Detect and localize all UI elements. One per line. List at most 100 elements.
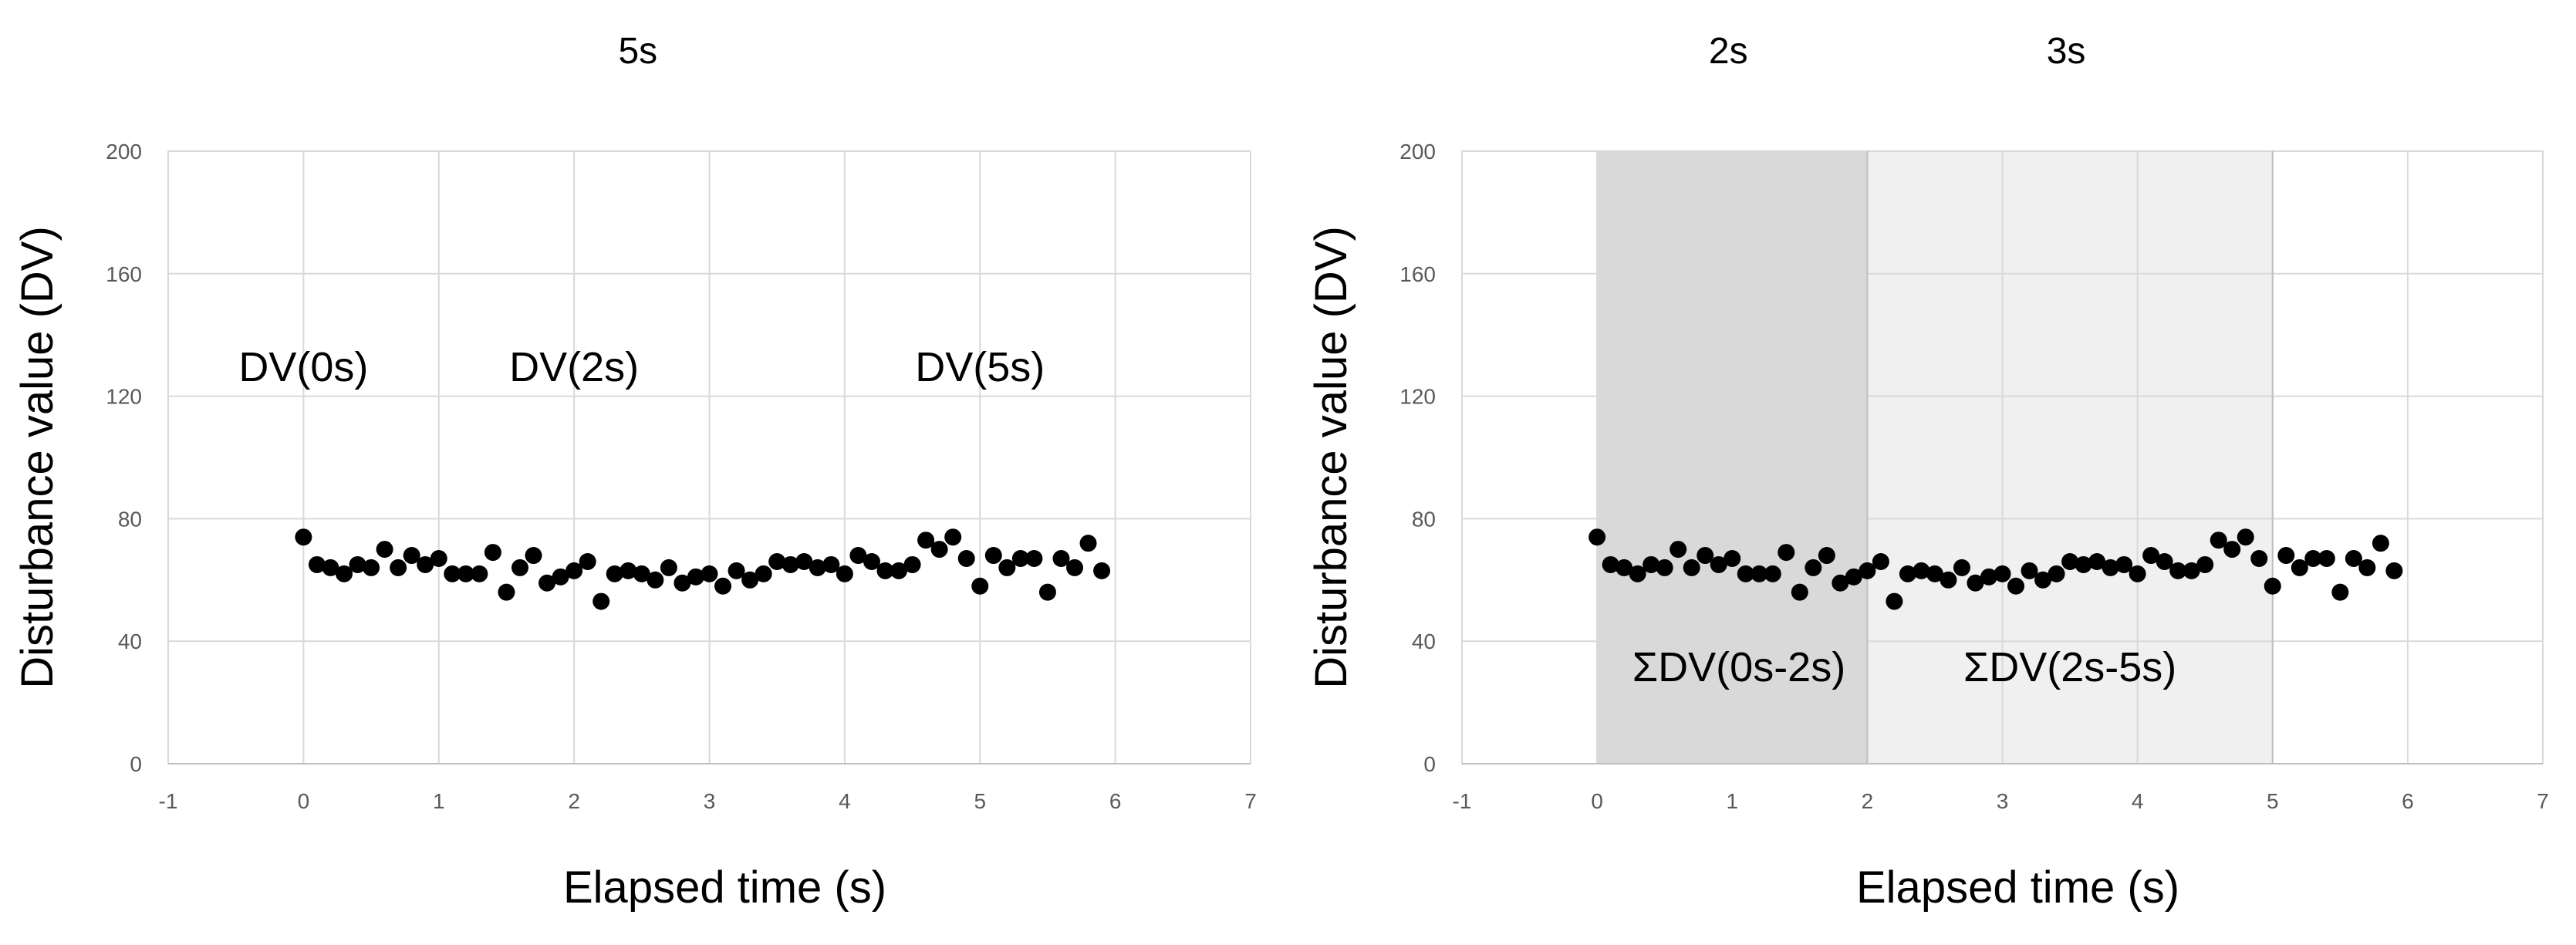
x-tick-label: 1	[433, 789, 445, 813]
data-point	[2115, 555, 2133, 573]
data-point	[849, 547, 867, 565]
data-point	[1615, 559, 1633, 576]
x-tick-label: 4	[839, 789, 851, 813]
data-point	[1967, 574, 1984, 592]
annotation-label: DV(0s)	[238, 344, 368, 390]
data-point	[822, 555, 840, 573]
data-point	[335, 565, 353, 582]
data-point	[1079, 535, 1097, 552]
x-tick-label: 0	[1591, 789, 1603, 813]
y-tick-label: 80	[1412, 507, 1436, 531]
data-point	[2142, 547, 2160, 565]
data-point	[1670, 541, 1687, 559]
data-point	[2102, 559, 2119, 576]
data-point	[566, 562, 583, 579]
x-tick-label: 0	[298, 789, 310, 813]
data-point	[2237, 528, 2254, 546]
data-point	[714, 577, 732, 595]
x-tick-label: 7	[1244, 789, 1257, 813]
data-point	[2358, 559, 2376, 576]
data-point	[552, 568, 569, 586]
data-point	[579, 552, 596, 570]
data-point	[2061, 552, 2079, 570]
data-point	[1818, 547, 1835, 565]
data-point	[768, 552, 786, 570]
data-point	[417, 555, 434, 573]
data-point	[1845, 568, 1862, 586]
data-point	[511, 559, 528, 576]
data-point	[2183, 562, 2200, 579]
data-point	[701, 565, 718, 582]
data-point	[1025, 550, 1043, 568]
data-point	[2264, 577, 2281, 595]
data-point	[1697, 547, 1714, 565]
chart-left: -1 0 1 2 3 4 5 6 7 0 40 80 120 160 200 Elapsed time (s)…	[12, 31, 1257, 913]
data-point	[1038, 583, 1056, 601]
data-point	[2007, 577, 2025, 595]
data-point	[363, 559, 380, 576]
data-point	[1994, 565, 2011, 582]
duration-label: 3s	[2047, 31, 2086, 72]
x-tick-label: 3	[704, 789, 716, 813]
annotation-label: ΣDV(0s-2s)	[1632, 644, 1845, 690]
data-point	[1805, 559, 1822, 576]
data-point	[1899, 565, 1916, 582]
data-point	[971, 577, 989, 595]
y-tick-label: 0	[130, 752, 142, 776]
data-point	[1778, 544, 1795, 562]
data-point	[1832, 574, 1849, 592]
annotation-label: DV(5s)	[915, 344, 1045, 390]
data-point	[633, 565, 650, 582]
data-point	[1737, 565, 1754, 582]
data-point	[2250, 550, 2268, 568]
data-point	[620, 562, 637, 579]
data-point	[1940, 571, 1957, 589]
x-tick-label: 1	[1726, 789, 1738, 813]
y-axis-title: Disturbance value (DV)	[1306, 226, 1356, 689]
data-point	[295, 528, 312, 546]
data-point	[349, 555, 366, 573]
data-point	[1602, 555, 1619, 573]
data-point	[1724, 550, 1741, 568]
data-point	[1683, 559, 1700, 576]
data-point	[2331, 583, 2349, 601]
data-point	[2372, 535, 2389, 552]
x-axis-title: Elapsed time (s)	[563, 862, 886, 913]
data-point	[2156, 552, 2173, 570]
data-point	[1913, 562, 1930, 579]
x-axis-title: Elapsed time (s)	[1856, 862, 2179, 913]
y-tick-label: 120	[106, 385, 142, 409]
data-point	[2129, 565, 2146, 582]
data-point	[2021, 562, 2038, 579]
data-point	[2345, 550, 2362, 568]
data-point	[876, 562, 894, 579]
data-point	[660, 559, 677, 576]
data-point	[930, 541, 948, 559]
x-tick-label: 7	[2537, 789, 2549, 813]
data-point	[2210, 532, 2227, 549]
x-tick-label: 5	[2267, 789, 2279, 813]
data-point	[2304, 550, 2322, 568]
duration-label: 5s	[618, 31, 657, 72]
data-point	[1886, 592, 1903, 610]
data-point	[1629, 565, 1646, 582]
x-tick-label: 6	[1109, 789, 1122, 813]
data-point	[1588, 528, 1606, 546]
data-point	[376, 541, 393, 559]
data-point	[1656, 559, 1673, 576]
y-tick-label: 200	[106, 140, 142, 164]
data-point	[593, 592, 610, 610]
data-point	[1710, 555, 1727, 573]
data-point	[525, 547, 542, 565]
data-point	[1859, 562, 1876, 579]
data-point	[984, 547, 1002, 565]
data-point	[1642, 555, 1660, 573]
x-tick-label: 4	[2132, 789, 2144, 813]
y-tick-label: 160	[106, 262, 142, 286]
data-point	[903, 555, 921, 573]
data-point	[322, 559, 339, 576]
data-point	[430, 550, 447, 568]
data-point	[2277, 547, 2295, 565]
